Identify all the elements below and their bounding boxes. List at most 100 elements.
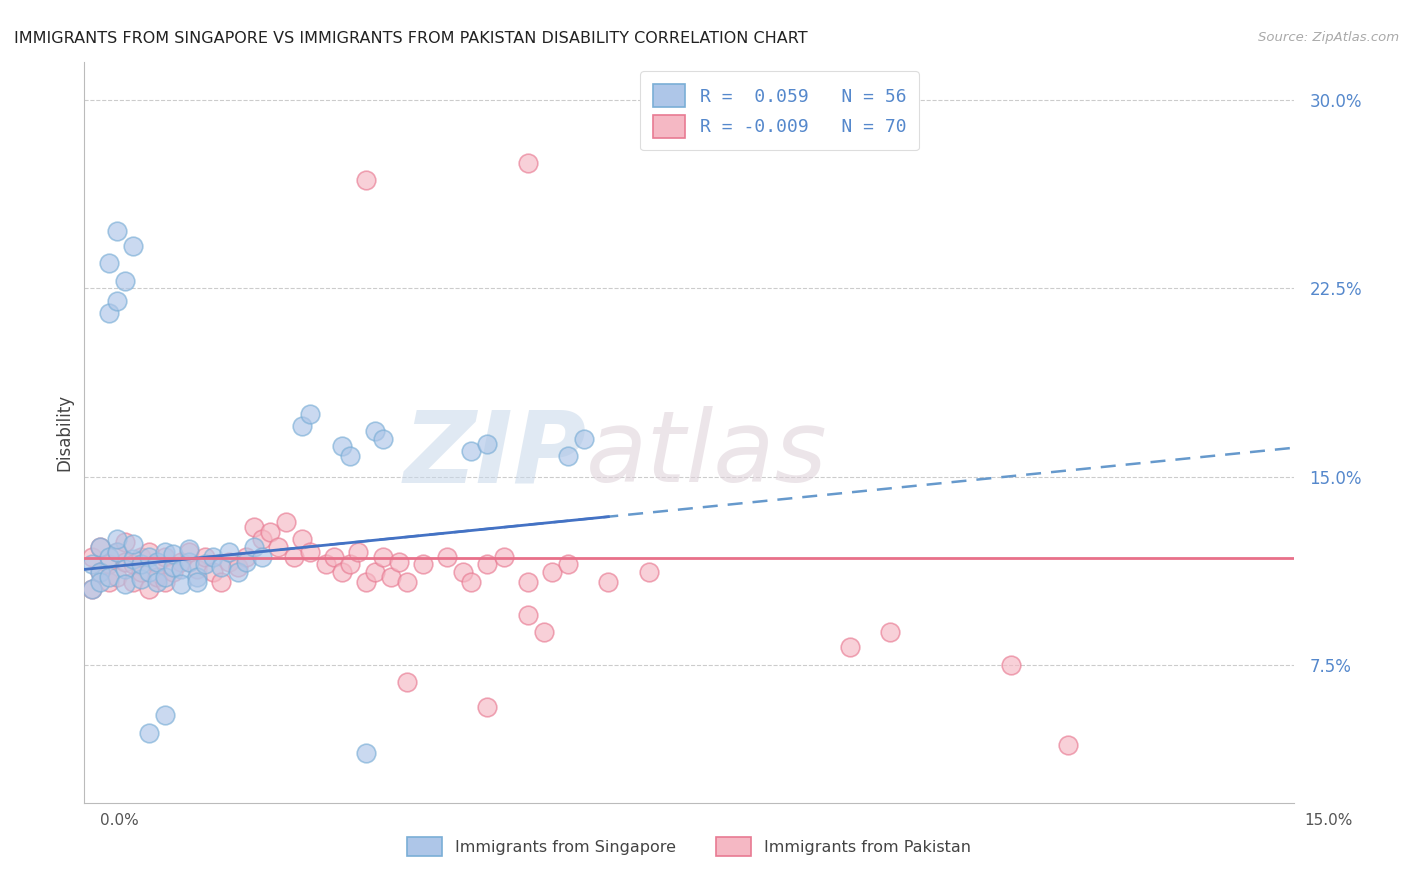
Point — [89, 565, 111, 579]
Point — [129, 565, 152, 579]
Point — [226, 565, 249, 579]
Point — [516, 156, 538, 170]
Point — [339, 450, 361, 464]
Point — [460, 574, 482, 589]
Point — [146, 555, 169, 569]
Text: atlas: atlas — [586, 407, 828, 503]
Point — [235, 555, 257, 569]
Point — [194, 549, 217, 564]
Point — [162, 547, 184, 561]
Point — [129, 573, 152, 587]
Point — [146, 574, 169, 589]
Point — [105, 570, 128, 584]
Point — [82, 582, 104, 597]
Point — [291, 419, 314, 434]
Point — [250, 549, 273, 564]
Point — [371, 549, 394, 564]
Point — [153, 545, 176, 559]
Point — [516, 574, 538, 589]
Point — [541, 565, 564, 579]
Text: Source: ZipAtlas.com: Source: ZipAtlas.com — [1258, 31, 1399, 45]
Point — [637, 565, 659, 579]
Point — [436, 549, 458, 564]
Point — [330, 565, 353, 579]
Point — [477, 700, 499, 714]
Point — [1056, 738, 1078, 752]
Point — [138, 725, 160, 739]
Point — [395, 574, 418, 589]
Point — [153, 708, 176, 723]
Point — [839, 640, 862, 655]
Point — [97, 570, 120, 584]
Point — [105, 545, 128, 559]
Point — [557, 558, 579, 572]
Point — [129, 549, 152, 564]
Point — [121, 238, 143, 252]
Point — [105, 224, 128, 238]
Point — [226, 560, 249, 574]
Point — [146, 558, 169, 572]
Point — [516, 607, 538, 622]
Point — [492, 549, 515, 564]
Point — [315, 558, 337, 572]
Point — [89, 565, 111, 579]
Point — [179, 545, 201, 559]
Point — [89, 540, 111, 554]
Point — [97, 574, 120, 589]
Point — [299, 407, 322, 421]
Point — [477, 558, 499, 572]
Point — [97, 256, 120, 270]
Point — [250, 533, 273, 547]
Point — [347, 545, 370, 559]
Point — [179, 555, 201, 569]
Point — [202, 549, 225, 564]
Point — [153, 574, 176, 589]
Point — [388, 555, 411, 569]
Point — [879, 625, 901, 640]
Point — [356, 173, 378, 187]
Point — [89, 540, 111, 554]
Point — [114, 562, 136, 576]
Point — [105, 545, 128, 559]
Point — [121, 574, 143, 589]
Point — [97, 549, 120, 564]
Point — [235, 549, 257, 564]
Point — [97, 558, 120, 572]
Point — [339, 558, 361, 572]
Point — [533, 625, 555, 640]
Point — [153, 549, 176, 564]
Point — [572, 432, 595, 446]
Point — [121, 537, 143, 551]
Point — [477, 437, 499, 451]
Point — [121, 552, 143, 566]
Legend: Immigrants from Singapore, Immigrants from Pakistan: Immigrants from Singapore, Immigrants fr… — [398, 828, 980, 865]
Point — [114, 534, 136, 549]
Point — [170, 562, 193, 576]
Point — [598, 574, 620, 589]
Point — [299, 545, 322, 559]
Point — [283, 549, 305, 564]
Point — [356, 746, 378, 760]
Point — [209, 560, 232, 574]
Point — [267, 540, 290, 554]
Point — [460, 444, 482, 458]
Point — [274, 515, 297, 529]
Point — [114, 555, 136, 569]
Point — [259, 524, 281, 539]
Point — [179, 542, 201, 557]
Point — [105, 293, 128, 308]
Point — [138, 545, 160, 559]
Point — [162, 560, 184, 574]
Point — [557, 450, 579, 464]
Point — [218, 555, 240, 569]
Point — [1000, 657, 1022, 672]
Point — [186, 570, 208, 584]
Point — [129, 558, 152, 572]
Point — [291, 533, 314, 547]
Point — [105, 533, 128, 547]
Point — [412, 558, 434, 572]
Point — [242, 520, 264, 534]
Point — [363, 425, 385, 439]
Point — [202, 565, 225, 579]
Point — [114, 577, 136, 591]
